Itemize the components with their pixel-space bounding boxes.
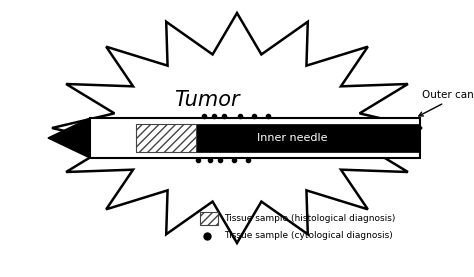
Bar [136, 124, 420, 152]
Text: Outer cannula: Outer cannula [419, 90, 474, 116]
Text: Tissue sample (cytological diagnosis): Tissue sample (cytological diagnosis) [224, 232, 393, 240]
Bar [90, 118, 420, 158]
Text: Tumor: Tumor [174, 90, 240, 110]
Text: Tissue sample (histological diagnosis): Tissue sample (histological diagnosis) [224, 214, 395, 223]
Bar [136, 124, 196, 152]
Bar [200, 212, 218, 225]
Polygon shape [48, 118, 90, 158]
Text: Inner needle: Inner needle [257, 133, 328, 143]
